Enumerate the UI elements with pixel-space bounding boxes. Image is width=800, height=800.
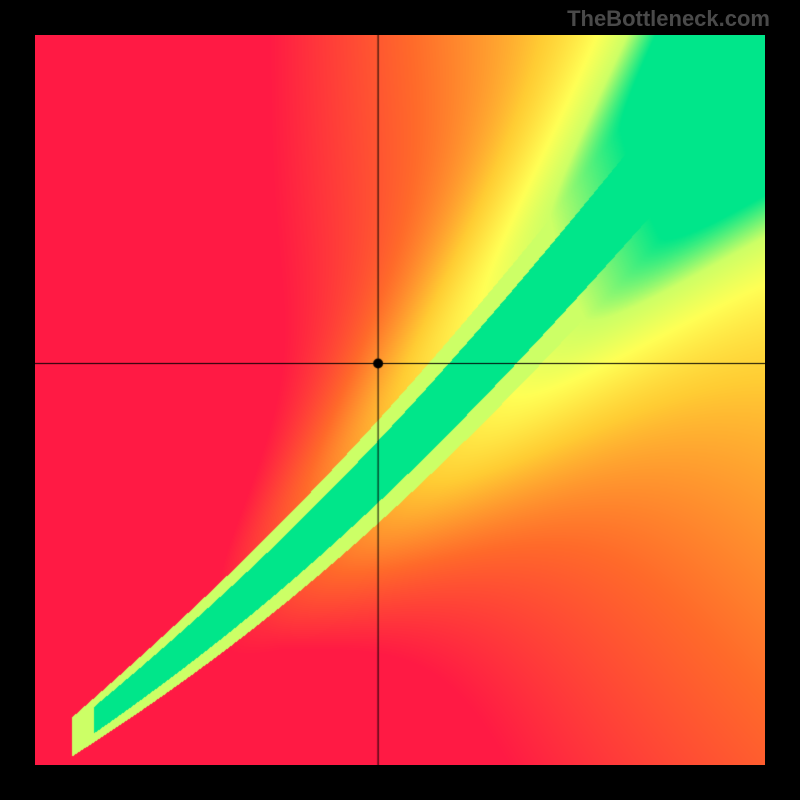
bottleneck-heatmap [35,35,765,765]
heatmap-canvas [35,35,765,765]
watermark-text: TheBottleneck.com [567,6,770,32]
